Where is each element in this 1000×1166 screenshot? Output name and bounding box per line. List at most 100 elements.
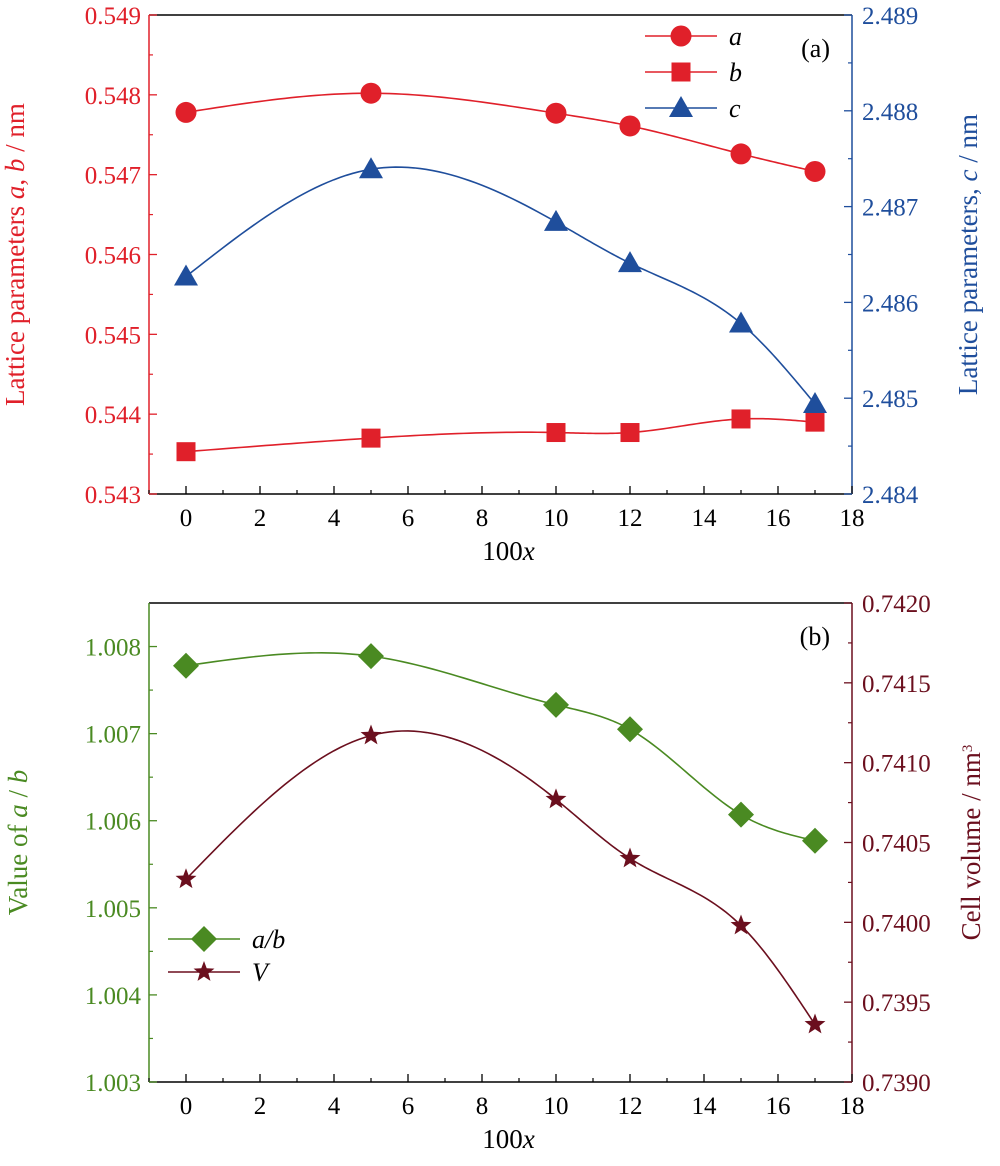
left-y-axis-label: Value of a / b (3, 770, 33, 916)
legend-label-V: V (252, 958, 271, 987)
series-c-point (359, 157, 383, 179)
x-tick-label: 12 (618, 505, 643, 532)
series-a-point (804, 160, 826, 182)
x-tick-label: 2 (254, 505, 267, 532)
x-tick-label: 14 (692, 505, 718, 532)
series-V-point (804, 1013, 826, 1034)
right-y-tick-label: 0.7410 (862, 751, 931, 778)
left-y-tick-label: 0.543 (85, 482, 141, 509)
series-a-line (185, 92, 816, 173)
series-b-line (185, 417, 816, 453)
right-y-tick-label: 0.7405 (862, 831, 931, 858)
left-y-tick-label: 1.008 (85, 635, 141, 662)
x-tick-label: 4 (328, 505, 341, 532)
left-y-tick-label: 0.549 (85, 3, 141, 30)
series-V-point (360, 724, 382, 745)
series-a-point (619, 115, 641, 137)
series-V-line (185, 730, 816, 1025)
legend-marker-a (670, 25, 692, 47)
right-y-tick-label: 0.7390 (862, 1070, 931, 1097)
left-y-tick-label: 1.007 (85, 722, 141, 749)
left-y-tick-label: 1.005 (85, 896, 141, 923)
series-a-b-point (173, 652, 199, 679)
x-tick-label: 10 (544, 505, 569, 532)
series-b-point (546, 423, 566, 443)
legend-label-b: b (729, 58, 742, 87)
left-y-axis-label: Lattice parameters a, b / nm (0, 103, 30, 406)
series-c-point (729, 311, 753, 333)
chart-panel-b: 0 2 4 6 8 10 12 14 16 18 100x 1.003 1.004 1.005 1.006 1… (3, 591, 986, 1154)
series-c-line (185, 166, 816, 405)
x-axis-label: 100x (482, 1124, 535, 1154)
series-b-point (805, 412, 825, 432)
x-tick-label: 16 (766, 505, 791, 532)
right-y-tick-label: 2.486 (862, 290, 918, 317)
right-y-axis-label: Cell volume / nm3 (956, 745, 986, 941)
x-tick-label: 12 (618, 1093, 643, 1120)
left-y-tick-label: 0.545 (85, 322, 141, 349)
series-b-point (361, 428, 381, 448)
left-y-tick-label: 1.004 (85, 983, 142, 1010)
series-V-point (175, 868, 197, 889)
series-b-point (620, 423, 640, 443)
legend-label-a: a (729, 22, 742, 51)
left-y-tick-label: 1.006 (85, 809, 141, 836)
x-axis-label: 100x (482, 536, 535, 566)
x-tick-label: 18 (840, 505, 865, 532)
series-b-point (176, 442, 196, 462)
left-y-tick-label: 0.548 (85, 83, 141, 110)
legend-marker-V (193, 961, 215, 981)
right-y-tick-label: 2.484 (862, 482, 919, 509)
x-tick-label: 4 (328, 1093, 341, 1120)
panel-label: (a) (801, 34, 830, 63)
series-a-b-line (185, 652, 816, 842)
x-tick-label: 0 (180, 505, 193, 532)
series-a-point (545, 102, 567, 124)
series-a-b-point (543, 691, 569, 718)
left-y-tick-label: 0.547 (85, 163, 141, 190)
legend-label-c: c (729, 94, 741, 123)
x-tick-label: 8 (476, 1093, 489, 1120)
x-tick-label: 2 (254, 1093, 267, 1120)
series-a-point (175, 101, 197, 123)
x-tick-label: 16 (766, 1093, 791, 1120)
left-y-tick-label: 0.546 (85, 243, 141, 270)
legend-marker-b (671, 62, 691, 82)
x-tick-label: 14 (692, 1093, 718, 1120)
series-V-point (730, 914, 752, 935)
x-tick-label: 18 (840, 1093, 865, 1120)
series-a-point (730, 143, 752, 165)
series-V-point (545, 788, 567, 809)
right-y-tick-label: 0.7400 (862, 910, 931, 937)
series-a-b-point (728, 801, 754, 828)
right-y-tick-label: 0.7420 (862, 591, 931, 618)
series-a-b-point (802, 827, 828, 854)
x-tick-label: 6 (402, 505, 415, 532)
right-y-axis-label: Lattice parameters, c / nm (953, 114, 983, 395)
series-V-point (619, 847, 641, 868)
right-y-tick-label: 2.489 (862, 3, 918, 30)
series-a-b-point (617, 716, 643, 743)
series-a-point (360, 82, 382, 104)
right-y-tick-label: 2.488 (862, 99, 918, 126)
series-a-b-point (358, 643, 384, 670)
panel-label: (b) (800, 622, 830, 651)
x-tick-label: 8 (476, 505, 489, 532)
series-b-point (731, 409, 751, 429)
x-tick-label: 6 (402, 1093, 415, 1120)
chart-panel-a: 0 2 4 6 8 10 12 14 16 18 100x 0.543 0.544 0.545 0.546 0… (0, 3, 983, 566)
right-y-tick-label: 2.485 (862, 386, 918, 413)
legend-label-a-b: a/b (252, 925, 285, 954)
x-tick-label: 10 (544, 1093, 569, 1120)
x-tick-label: 0 (180, 1093, 193, 1120)
right-y-tick-label: 2.487 (862, 195, 918, 222)
legend-marker-c (669, 96, 693, 117)
series-c-point (618, 251, 642, 273)
series-c-point (544, 209, 568, 231)
right-y-tick-label: 0.7395 (862, 990, 931, 1017)
left-y-tick-label: 1.003 (85, 1070, 141, 1097)
right-y-tick-label: 0.7415 (862, 671, 931, 698)
legend-marker-a-b (191, 926, 217, 952)
series-c-point (803, 391, 827, 413)
